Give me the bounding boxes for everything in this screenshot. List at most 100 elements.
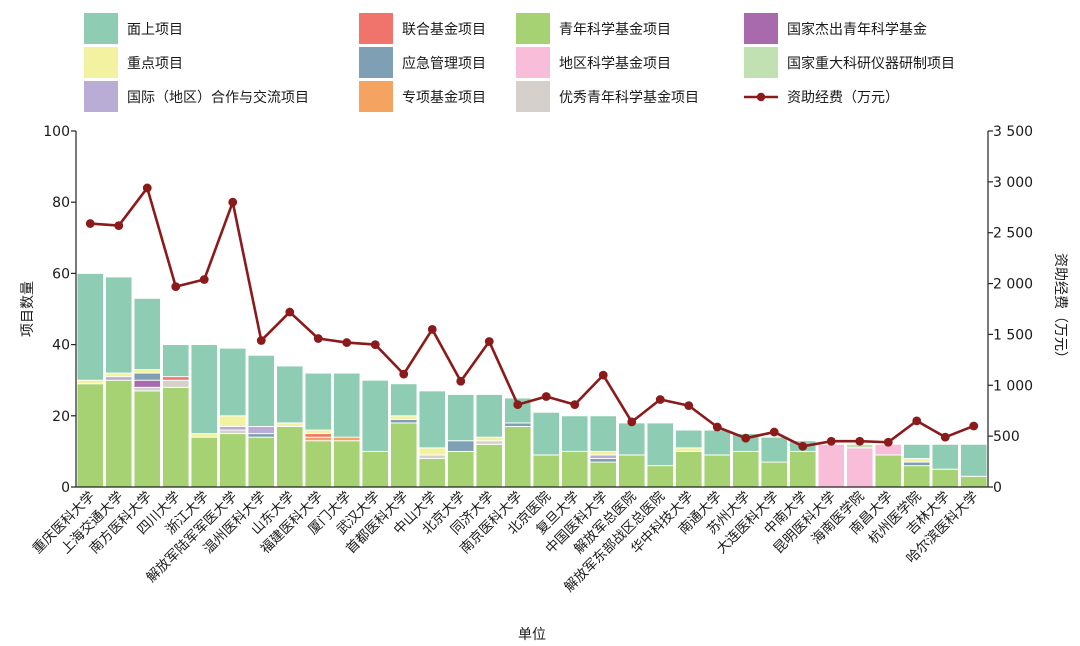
bar-segment xyxy=(247,354,275,427)
bar-stack xyxy=(105,276,133,488)
legend-swatch xyxy=(359,47,393,78)
bar-segment xyxy=(418,454,446,459)
legend-label: 地区科学基金项目 xyxy=(559,55,671,72)
right-tick-label: 2 000 xyxy=(993,277,1033,293)
bar-segment xyxy=(190,436,218,488)
legend-label: 国家杰出青年科学基金 xyxy=(787,21,927,38)
bar-segment xyxy=(304,440,332,488)
bar-segment xyxy=(589,458,617,463)
bar-segment xyxy=(133,386,161,392)
bar-stack xyxy=(817,443,845,488)
bar-stack xyxy=(532,411,560,488)
funding-point xyxy=(313,334,323,343)
legend-label: 联合基金项目 xyxy=(402,21,486,38)
bar-segment xyxy=(390,418,418,424)
legend-swatch xyxy=(84,47,118,78)
legend-item: 资助经费（万元） xyxy=(744,90,899,106)
bar-segment xyxy=(589,450,617,456)
left-tick-label: 0 xyxy=(61,480,70,496)
bar-segment xyxy=(76,383,104,488)
axes xyxy=(75,131,989,488)
bar-segment xyxy=(618,422,646,456)
bar-segment xyxy=(418,447,446,456)
legend-item: 青年科学基金项目 xyxy=(516,13,671,44)
bar-segment xyxy=(703,429,731,456)
bar-stack xyxy=(504,397,532,488)
bar-segment xyxy=(646,465,674,488)
bar-segment xyxy=(247,436,275,488)
legend-line-marker xyxy=(756,92,766,102)
bar-segment xyxy=(133,369,161,374)
legend-item: 应急管理项目 xyxy=(359,47,486,78)
funding-line xyxy=(90,186,975,448)
funding-point xyxy=(342,338,352,347)
bar-segment xyxy=(903,461,931,467)
bar-segment xyxy=(846,447,874,488)
bar-stack xyxy=(618,422,646,488)
legend-label: 资助经费（万元） xyxy=(787,90,899,106)
right-tick-label: 3 500 xyxy=(993,124,1033,140)
bar-stack xyxy=(960,443,988,488)
legend-swatch xyxy=(84,13,118,44)
bar-segment xyxy=(333,436,361,442)
right-tick-label: 2 500 xyxy=(993,226,1033,242)
bar-stack xyxy=(561,415,589,488)
funding-point xyxy=(855,436,865,446)
bar-segment xyxy=(418,390,446,449)
bar-stack xyxy=(903,443,931,488)
bar-segment xyxy=(475,393,503,438)
left-tick-label: 40 xyxy=(52,338,70,354)
bar-segment xyxy=(304,433,332,438)
bar-segment xyxy=(532,411,560,456)
funding-point xyxy=(627,417,637,427)
legend-label: 优秀青年科学基金项目 xyxy=(559,89,699,106)
bar-segment xyxy=(304,429,332,435)
bar-segment xyxy=(931,443,959,470)
bar-stack xyxy=(475,393,503,488)
bar-segment xyxy=(390,422,418,488)
funding-point xyxy=(541,392,551,401)
bar-segment xyxy=(276,365,304,424)
legend-item: 国家杰出青年科学基金 xyxy=(744,13,927,44)
bar-segment xyxy=(361,379,389,452)
bar-segment xyxy=(190,433,218,438)
bar-stack xyxy=(646,422,674,488)
bar-segment xyxy=(504,426,532,488)
x-axis-title: 单位 xyxy=(518,627,546,643)
legend-swatch xyxy=(84,81,118,112)
funding-point xyxy=(969,421,979,431)
bar-segment xyxy=(304,436,332,442)
bar-segment xyxy=(333,440,361,488)
bar-stack xyxy=(304,372,332,488)
bar-segment xyxy=(390,415,418,420)
bar-stack xyxy=(931,443,959,488)
legend-swatch xyxy=(516,47,550,78)
bars xyxy=(76,272,988,488)
legend-item: 国际（地区）合作与交流项目 xyxy=(84,81,309,112)
bar-segment xyxy=(390,383,418,417)
funding-point xyxy=(940,432,950,442)
bar-segment xyxy=(675,447,703,452)
bar-segment xyxy=(960,443,988,477)
funding-point xyxy=(826,436,836,446)
funding-point xyxy=(513,400,523,410)
bar-segment xyxy=(760,461,788,488)
bar-segment xyxy=(874,454,902,488)
legend-label: 应急管理项目 xyxy=(402,55,486,72)
bar-segment xyxy=(675,450,703,488)
bar-segment xyxy=(561,415,589,452)
bar-segment xyxy=(247,433,275,438)
funding-point xyxy=(142,183,152,193)
bar-segment xyxy=(447,440,475,452)
legend-swatch xyxy=(744,13,778,44)
legend-label: 国际（地区）合作与交流项目 xyxy=(127,89,309,106)
bar-stack xyxy=(361,379,389,488)
legend-swatch xyxy=(516,13,550,44)
funding-point xyxy=(883,437,893,447)
bar-segment xyxy=(817,443,845,488)
bar-stack xyxy=(190,344,218,488)
left-tick-label: 60 xyxy=(52,266,70,282)
bar-segment xyxy=(276,426,304,488)
